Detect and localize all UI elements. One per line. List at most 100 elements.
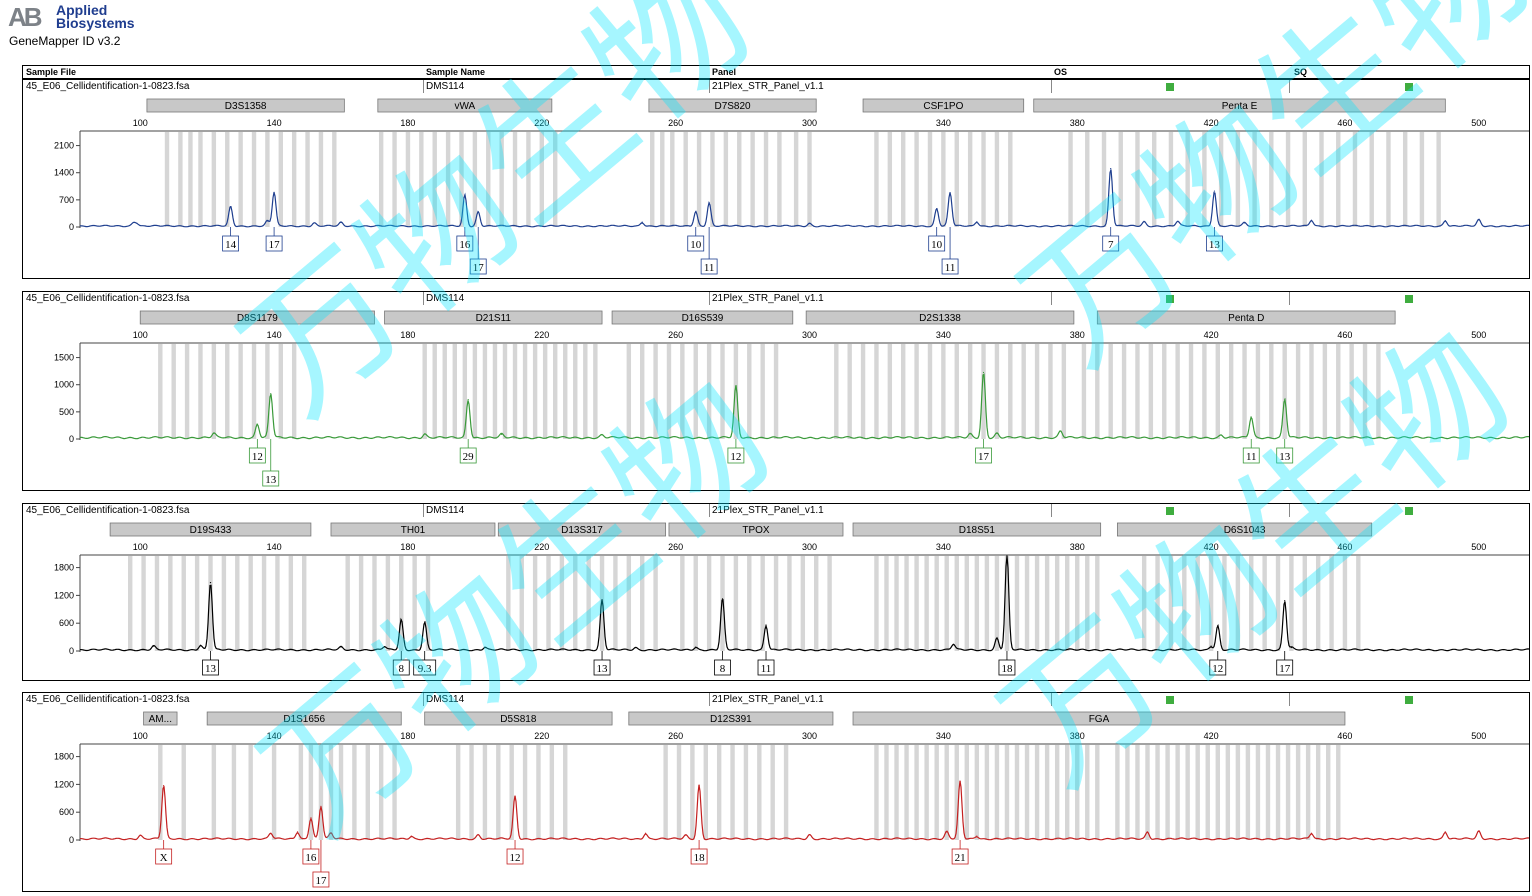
allele-bin — [1185, 745, 1190, 840]
logo-brand-line1: Applied — [56, 2, 107, 18]
allele-bin — [1095, 344, 1100, 439]
allele-bin — [158, 344, 163, 439]
allele-bin — [894, 745, 899, 840]
allele-bin — [278, 344, 283, 439]
x-tick-label: 300 — [802, 731, 817, 741]
allele-call-box — [202, 659, 219, 676]
allele-bin — [442, 344, 447, 439]
allele-bin — [757, 745, 762, 840]
allele-bin — [834, 344, 839, 439]
allele-bin — [1269, 132, 1274, 227]
allele-bin — [1342, 556, 1348, 651]
allele-bin — [954, 745, 959, 840]
allele-bin — [1285, 745, 1291, 840]
allele-bin — [1168, 132, 1174, 227]
allele-bin — [626, 556, 632, 651]
allele-bin — [894, 556, 899, 651]
allele-bin — [981, 344, 986, 439]
allele-bin — [941, 132, 946, 227]
allele-call-box — [1102, 235, 1120, 252]
x-tick-label: 180 — [400, 330, 415, 340]
allele-bin — [1315, 745, 1321, 840]
allele-bin — [994, 344, 1000, 439]
peak — [1217, 625, 1219, 627]
sample-name-value: DMS114 — [426, 694, 465, 705]
peak — [695, 646, 697, 648]
allele-bin — [1336, 132, 1341, 227]
electropherogram-chart: D8S1179 D21S11 D16S539 D2S1338 Penta D 100 140… — [54, 310, 1529, 487]
allele-bin — [680, 556, 685, 651]
y-tick-label: 1800 — [54, 752, 74, 762]
allele-call-label: 29 — [463, 451, 475, 463]
allele-bin — [1064, 745, 1070, 840]
peak — [1310, 832, 1313, 834]
allele-bin — [1135, 745, 1140, 840]
allele-bin — [747, 344, 752, 439]
peak — [477, 211, 479, 213]
peak — [229, 206, 232, 208]
allele-bin — [1014, 556, 1020, 651]
allele-bin — [422, 344, 427, 439]
peak — [1444, 220, 1446, 222]
allele-bin — [1034, 556, 1040, 651]
allele-bin — [807, 132, 812, 227]
allele-bin — [770, 745, 775, 840]
allele-bin — [539, 132, 545, 227]
signal-trace — [80, 373, 1529, 440]
y-tick-label: 1500 — [54, 353, 74, 363]
peak — [296, 831, 299, 833]
allele-bin — [914, 556, 919, 651]
allele-bin — [733, 344, 739, 439]
peak — [996, 637, 998, 639]
peak — [136, 222, 138, 224]
allele-call-label: 17 — [315, 875, 327, 887]
allele-bin — [211, 745, 217, 840]
allele-bin — [338, 745, 344, 840]
marker-label: D7S820 — [714, 101, 751, 112]
allele-call-box — [1276, 659, 1294, 676]
allele-bin — [954, 344, 959, 439]
peak — [601, 434, 603, 436]
allele-bin — [914, 132, 919, 227]
allele-call-label: 10 — [690, 239, 702, 251]
peak — [698, 784, 700, 786]
allele-bin — [563, 344, 568, 439]
y-tick-label: 1400 — [54, 168, 74, 178]
marker-label: D2S1338 — [919, 313, 961, 324]
allele-bin — [1008, 344, 1013, 439]
allele-bin — [1376, 344, 1381, 439]
allele-bin — [586, 556, 591, 651]
allele-bin — [887, 132, 893, 227]
x-tick-label: 140 — [267, 330, 282, 340]
marker-label: AM... — [149, 714, 172, 725]
allele-bin — [1305, 745, 1311, 840]
allele-call-label: 10 — [931, 239, 943, 251]
allele-call-label: 11 — [945, 262, 956, 274]
x-tick-label: 380 — [1070, 731, 1085, 741]
allele-call-box — [302, 848, 320, 865]
allele-bin — [666, 344, 672, 439]
x-tick-label: 180 — [400, 731, 415, 741]
allele-bin — [1024, 745, 1030, 840]
peak — [808, 222, 811, 224]
allele-call-box — [222, 235, 239, 252]
allele-bin — [670, 132, 675, 227]
peak — [1146, 831, 1149, 833]
sq-status-indicator — [1405, 295, 1413, 303]
allele-bin — [814, 556, 819, 651]
allele-bin — [1275, 745, 1281, 840]
allele-bin — [1168, 556, 1174, 651]
allele-call-box — [757, 659, 775, 676]
peak — [1143, 221, 1145, 223]
allele-bin — [573, 556, 578, 651]
signal-trace — [79, 169, 1529, 228]
allele-bin — [1215, 745, 1220, 840]
allele-bin — [1235, 556, 1241, 651]
allele-bin — [271, 745, 277, 840]
allele-bin — [352, 745, 357, 840]
electropherogram-panel-red: 45_E06_Cellidentification-1-0823.fsa DMS… — [22, 692, 1530, 892]
marker-bar — [1096, 310, 1396, 325]
allele-bin — [225, 132, 230, 227]
peak — [1310, 219, 1313, 221]
